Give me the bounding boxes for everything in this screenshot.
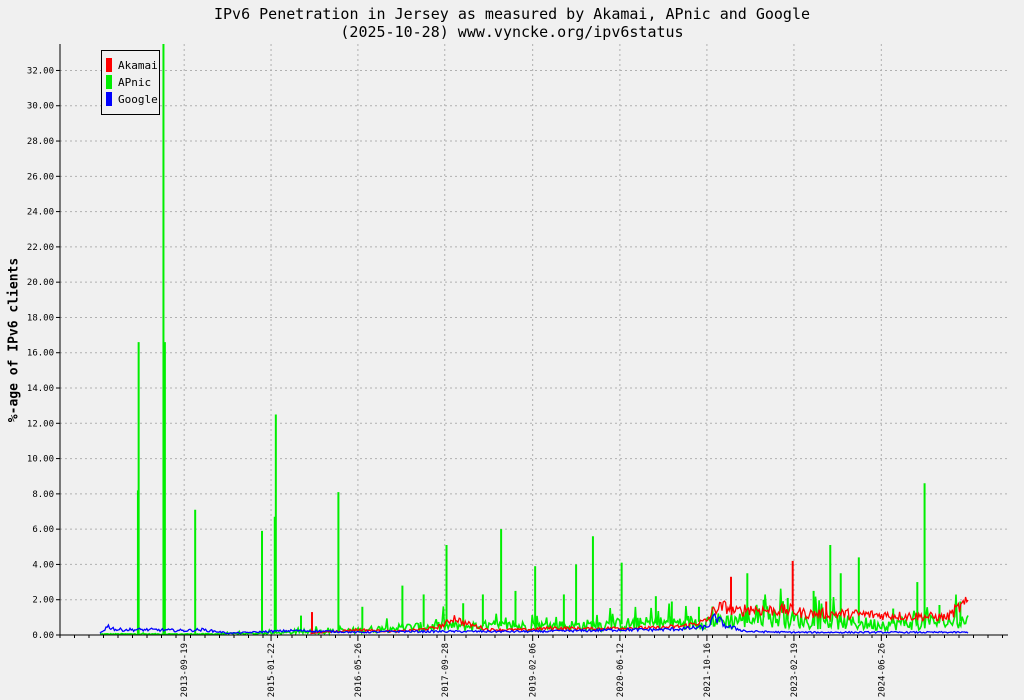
x-tick-label: 2023-02-19 [790, 643, 800, 697]
y-tick-label: 6.00 [32, 525, 54, 535]
legend-swatch-apnic [106, 75, 112, 89]
legend-label-google: Google [118, 93, 158, 106]
y-tick-label: 12.00 [27, 419, 54, 429]
y-tick-label: 2.00 [32, 596, 54, 606]
legend-label-akamai: Akamai [118, 59, 158, 72]
y-tick-label: 26.00 [27, 172, 54, 182]
chart-title: IPv6 Penetration in Jersey as measured b… [213, 5, 811, 23]
chart-subtitle: (2025-10-28) www.vyncke.org/ipv6status [340, 23, 684, 41]
y-tick-label: 8.00 [32, 490, 54, 500]
series-line-google [99, 612, 969, 635]
y-tick-label: 4.00 [32, 560, 54, 570]
plot-area [60, 44, 1008, 635]
y-tick-label: 0.00 [32, 631, 54, 641]
y-tick-label: 20.00 [27, 278, 54, 288]
y-tick-label: 18.00 [27, 313, 54, 323]
x-tick-label: 2021-10-16 [703, 643, 713, 697]
series-line-apnic [100, 588, 969, 637]
y-tick-label: 14.00 [27, 384, 54, 394]
y-tick-label: 32.00 [27, 66, 54, 76]
x-tick-label: 2020-06-12 [616, 643, 626, 697]
x-tick-label: 2017-09-28 [441, 643, 451, 697]
legend-swatch-akamai [106, 58, 112, 72]
y-tick-label: 24.00 [27, 208, 54, 218]
y-tick-label: 10.00 [27, 455, 54, 465]
legend-label-apnic: APnic [118, 76, 152, 89]
x-tick-label: 2019-02-06 [529, 643, 539, 697]
x-tick-label: 2013-09-19 [180, 643, 190, 697]
x-tick-label: 2024-06-26 [877, 643, 887, 697]
x-tick-label: 2016-05-26 [354, 643, 364, 697]
series-line-akamai [310, 596, 969, 635]
y-tick-label: 22.00 [27, 243, 54, 253]
x-tick-label: 2015-01-22 [267, 643, 277, 697]
y-tick-label: 30.00 [27, 102, 54, 112]
legend-swatch-google [106, 92, 112, 106]
legend: Akamai APnic Google [101, 50, 160, 115]
y-tick-label: 28.00 [27, 137, 54, 147]
y-tick-label: 16.00 [27, 349, 54, 359]
